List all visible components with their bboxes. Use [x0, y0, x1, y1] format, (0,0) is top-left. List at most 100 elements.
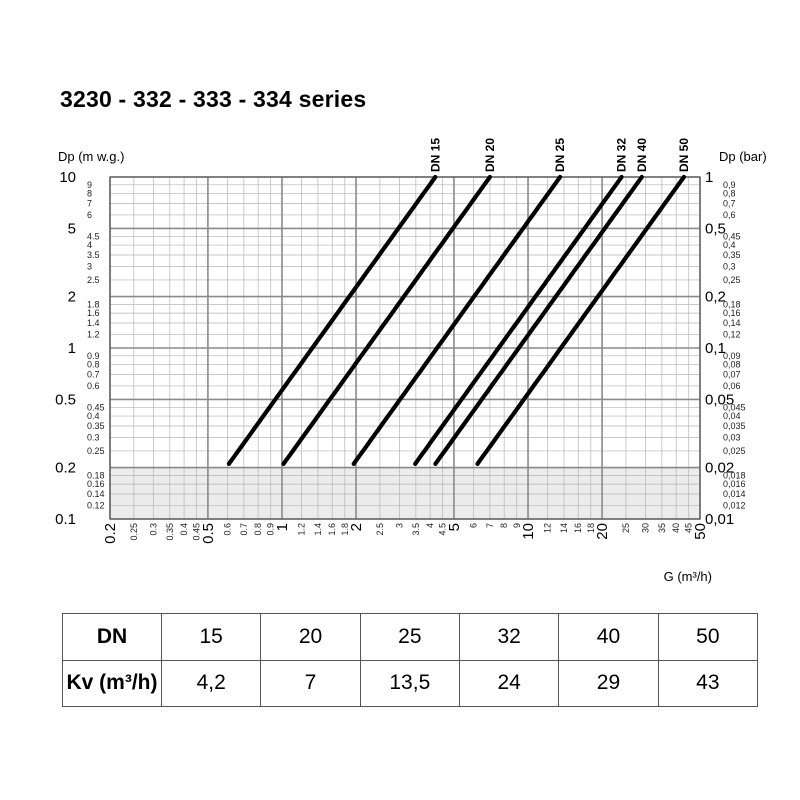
x-major-tick-label: 20 [594, 523, 611, 540]
y-left-major-tick-label: 1 [68, 340, 76, 357]
y-left-minor-tick-label: 0.25 [87, 446, 105, 456]
y-right-major-tick-label: 0,05 [705, 391, 734, 408]
tick-labels: 0.25 0.3 0.35 0.4 0.45 0.6 0.7 0.8 0.9 1.2 1.4 1.6 1… [55, 138, 745, 544]
x-minor-tick-label: 2.5 [375, 523, 385, 536]
table-cell: 24 [458, 659, 560, 707]
x-minor-tick-label: 4.5 [438, 523, 448, 536]
y-left-major-tick-label: 0.2 [55, 460, 76, 477]
x-minor-tick-label: 1.8 [340, 523, 350, 536]
table-row-kv: Kv (m³/h) 4,2 7 13,5 24 29 43 [62, 659, 759, 707]
series-label: DN 25 [553, 138, 567, 172]
y-axis-label-right: Dp (bar) [719, 149, 767, 164]
x-minor-tick-label: 3 [394, 523, 404, 528]
y-left-minor-tick-label: 0.12 [87, 500, 105, 510]
x-minor-tick-label: 1.6 [327, 523, 337, 536]
y-left-minor-tick-label: 8 [87, 189, 92, 199]
y-left-major-tick-label: 0.1 [55, 511, 76, 528]
table-cell: 29 [558, 659, 659, 707]
table-cell: 32 [458, 613, 560, 661]
x-minor-tick-label: 1.2 [296, 523, 306, 536]
y-left-minor-tick-label: 1.4 [87, 318, 100, 328]
table-header-kv: Kv (m³/h) [62, 659, 162, 707]
y-left-minor-tick-label: 0.7 [87, 369, 100, 379]
series-label: DN 40 [635, 138, 649, 172]
y-right-minor-tick-label: 0,4 [723, 240, 736, 250]
x-minor-tick-label: 0.45 [192, 523, 202, 541]
y-left-minor-tick-label: 0.8 [87, 360, 100, 370]
y-right-minor-tick-label: 0,045 [723, 402, 746, 412]
y-right-minor-tick-label: 0,14 [723, 318, 741, 328]
x-minor-tick-label: 9 [512, 523, 522, 528]
y-left-minor-tick-label: 0.35 [87, 421, 105, 431]
y-left-minor-tick-label: 7 [87, 198, 92, 208]
table-cell: 4,2 [160, 659, 262, 707]
table-header-dn: DN [62, 613, 162, 661]
y-left-major-tick-label: 2 [68, 289, 76, 306]
x-minor-tick-label: 45 [684, 523, 694, 533]
y-right-minor-tick-label: 0,07 [723, 369, 741, 379]
y-right-major-tick-label: 0,02 [705, 460, 734, 477]
y-left-minor-tick-label: 3.5 [87, 250, 100, 260]
y-right-minor-tick-label: 0,45 [723, 231, 741, 241]
x-minor-tick-label: 3.5 [411, 523, 421, 536]
kv-table: DN 15 20 25 32 40 50 Kv (m³/h) 4,2 7 13,… [62, 613, 759, 707]
x-minor-tick-label: 0.9 [266, 523, 276, 536]
y-right-minor-tick-label: 0,025 [723, 446, 746, 456]
y-right-minor-tick-label: 0,016 [723, 479, 746, 489]
series-label: DN 20 [483, 138, 497, 172]
y-left-major-tick-label: 10 [59, 169, 76, 186]
x-major-tick-label: 50 [692, 523, 709, 540]
x-minor-tick-label: 18 [586, 523, 596, 533]
table-cell: 25 [359, 613, 460, 661]
y-axis-label-left: Dp (m w.g.) [58, 149, 124, 164]
y-left-minor-tick-label: 1.8 [87, 299, 100, 309]
table-cell: 13,5 [359, 659, 460, 707]
pressure-drop-chart: 0.25 0.3 0.35 0.4 0.45 0.6 0.7 0.8 0.9 1.2 1.4 1.6 1… [55, 138, 767, 584]
x-axis-label: G (m³/h) [664, 569, 712, 584]
y-right-minor-tick-label: 0,9 [723, 180, 736, 190]
y-right-minor-tick-label: 0,03 [723, 432, 741, 442]
x-minor-tick-label: 4 [425, 523, 435, 528]
x-minor-tick-label: 1.4 [313, 523, 323, 536]
plot-frame [109, 176, 701, 520]
y-right-minor-tick-label: 0,035 [723, 421, 746, 431]
y-right-minor-tick-label: 0,25 [723, 275, 741, 285]
x-minor-tick-label: 12 [543, 523, 553, 533]
x-major-tick-label: 1 [274, 523, 291, 531]
x-minor-tick-label: 0.6 [222, 523, 232, 536]
table-cell: 43 [657, 659, 759, 707]
y-left-minor-tick-label: 1.6 [87, 308, 100, 318]
y-right-minor-tick-label: 0,06 [723, 381, 741, 391]
table-row-dn: DN 15 20 25 32 40 50 [62, 613, 759, 661]
y-left-minor-tick-label: 9 [87, 180, 92, 190]
y-left-minor-tick-label: 4.5 [87, 231, 100, 241]
y-left-major-tick-label: 5 [68, 220, 76, 237]
y-right-minor-tick-label: 0,08 [723, 360, 741, 370]
x-major-tick-label: 2 [348, 523, 365, 531]
y-left-minor-tick-label: 0.18 [87, 470, 105, 480]
series-curve-dn-40 [433, 174, 644, 466]
y-right-major-tick-label: 0,01 [705, 511, 734, 528]
y-left-minor-tick-label: 4 [87, 240, 92, 250]
y-left-minor-tick-label: 0.3 [87, 432, 100, 442]
y-right-minor-tick-label: 0,8 [723, 189, 736, 199]
y-right-minor-tick-label: 0,018 [723, 470, 746, 480]
y-right-major-tick-label: 0,5 [705, 220, 726, 237]
y-left-minor-tick-label: 3 [87, 261, 92, 271]
y-left-minor-tick-label: 0.16 [87, 479, 105, 489]
chart-title: 3230 - 332 - 333 - 334 series [60, 86, 367, 112]
x-minor-tick-label: 35 [657, 523, 667, 533]
series-label: DN 15 [428, 138, 442, 172]
x-major-tick-label: 10 [520, 523, 537, 540]
y-right-minor-tick-label: 0,7 [723, 198, 736, 208]
y-right-minor-tick-label: 0,04 [723, 411, 741, 421]
y-right-minor-tick-label: 0,09 [723, 351, 741, 361]
series-curves [226, 174, 687, 466]
x-minor-tick-label: 16 [573, 523, 583, 533]
y-left-minor-tick-label: 0.14 [87, 489, 105, 499]
series-curve-dn-20 [281, 174, 492, 466]
y-right-minor-tick-label: 0,16 [723, 308, 741, 318]
table-cell: 15 [160, 613, 262, 661]
series-label: DN 50 [677, 138, 691, 172]
x-minor-tick-label: 0.7 [239, 523, 249, 536]
